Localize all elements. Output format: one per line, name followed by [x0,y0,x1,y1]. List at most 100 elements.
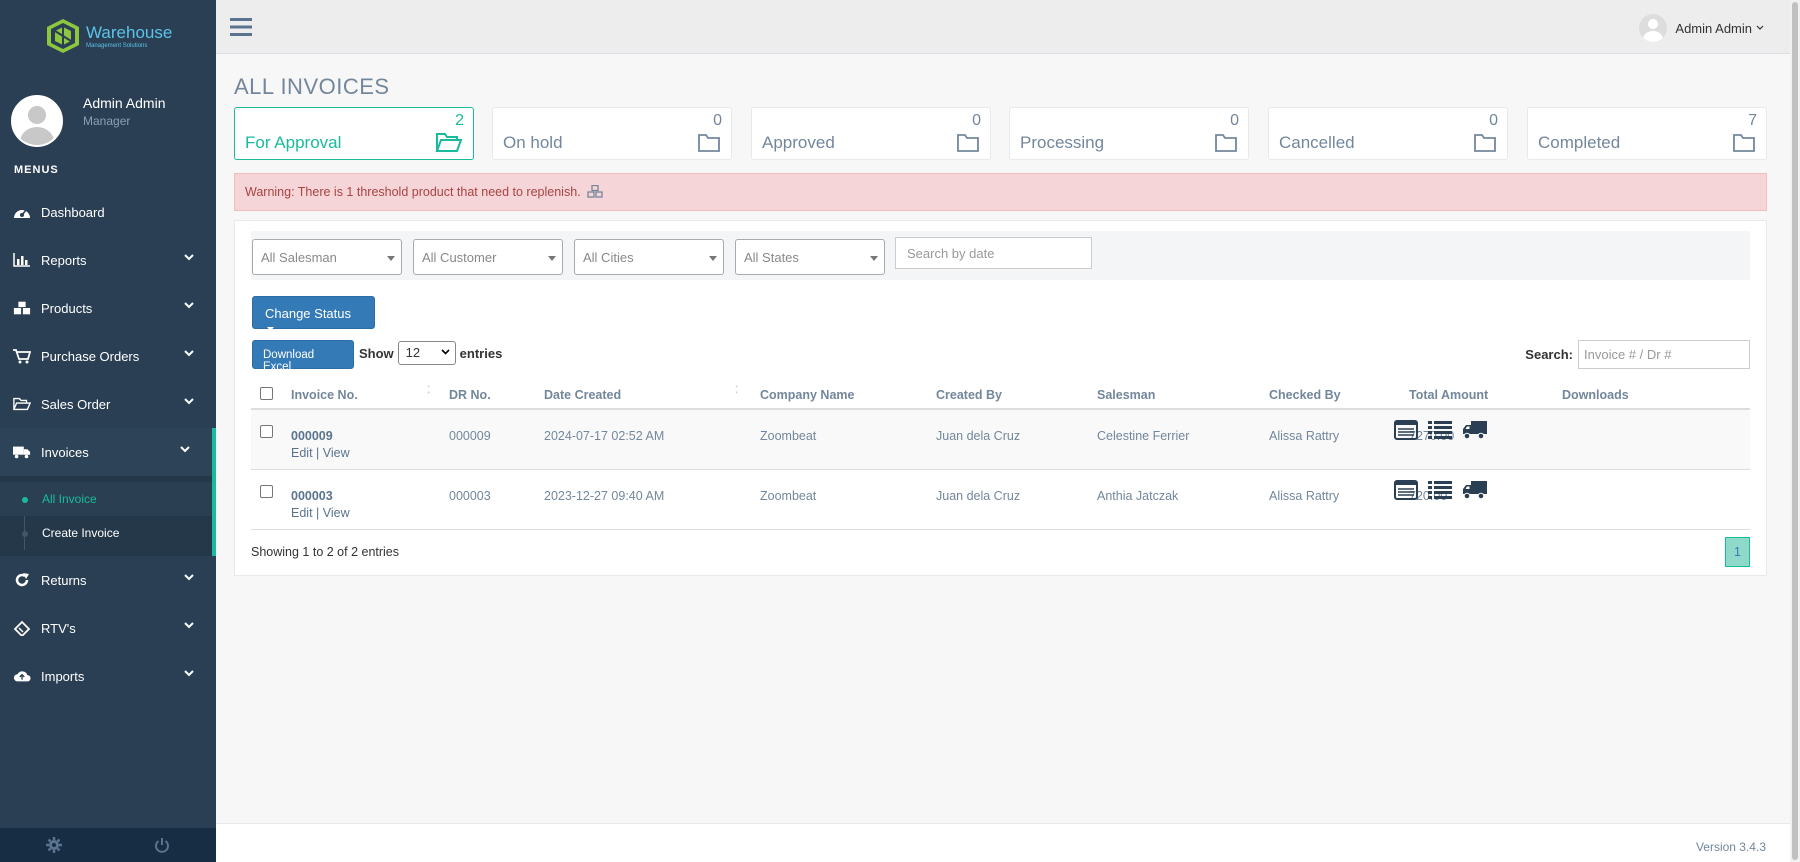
sidebar-item-reports[interactable]: Reports [0,236,216,284]
created-by: Juan dela Cruz [936,429,1021,443]
row-actions: Edit | View [291,506,350,520]
entries-length-select[interactable]: 12 [397,341,456,365]
column-header-checked-by[interactable]: Checked By [1269,388,1341,402]
chevron-down-icon [184,670,194,677]
status-card-completed[interactable]: 7 Completed [1527,107,1767,160]
sidebar-item-rtvs[interactable]: RTV's [0,604,216,652]
sidebar-footer [0,828,216,862]
created-by: Juan dela Cruz [936,489,1021,503]
column-header-company-name[interactable]: Company Name [760,388,855,402]
download-excel-button[interactable]: Download Excel [252,340,354,373]
status-label: Approved [762,133,835,152]
sidebar-item-label: Products [41,300,93,316]
edit-link[interactable]: Edit [291,446,313,460]
sidebar-subitem-all-invoice[interactable]: All Invoice [0,482,212,516]
cart-icon [13,348,31,364]
table-search: Search: Invoice # / Dr # [1525,340,1750,369]
sidebar-item-invoices[interactable]: Invoices [0,428,216,476]
chevron-down-icon [184,254,194,261]
sidebar-subitem-create-invoice[interactable]: Create Invoice [0,516,212,550]
chevron-down-icon [184,622,194,629]
sidebar-item-sales-order[interactable]: Sales Order [0,380,216,428]
logout-button[interactable] [108,828,216,862]
sidebar-item-returns[interactable]: Returns [0,556,216,604]
brand-logo[interactable]: Warehouse Management Solutions [46,18,172,54]
sidebar-item-products[interactable]: Products [0,284,216,332]
user-avatar [1639,14,1668,42]
invoice-number[interactable]: 000009 [291,429,333,443]
column-header-invoice-no[interactable]: Invoice No. [291,388,358,402]
column-header-created-by[interactable]: Created By [936,388,1002,402]
status-card-approved[interactable]: 0 Approved [751,107,991,160]
dr-number: 000009 [449,429,491,443]
page-scrollbar[interactable] [1790,0,1800,862]
page-title: ALL INVOICES [234,74,390,99]
cubes-icon[interactable] [587,184,603,198]
sidebar-item-purchase-orders[interactable]: Purchase Orders [0,332,216,380]
chevron-down-icon [184,350,194,357]
view-link[interactable]: View [322,446,350,460]
table-info: Showing 1 to 2 of 2 entries [251,545,400,559]
checked-by: Alissa Rattry [1269,489,1340,503]
date-created: 2023-12-27 09:40 AM [544,489,665,503]
cities-filter[interactable]: All Cities [574,239,724,275]
invoice-list-download-icon[interactable] [1394,420,1418,440]
column-header-total-amount[interactable]: Total Amount [1409,388,1489,402]
edit-link[interactable]: Edit [291,506,313,520]
row-checkbox[interactable] [260,485,273,498]
invoice-number[interactable]: 000003 [291,489,333,503]
table-row: 000003 Edit | View 000003 2023-12-27 09:… [251,470,1750,530]
column-header-downloads: Downloads [1562,388,1629,402]
status-card-processing[interactable]: 0 Processing [1009,107,1249,160]
date-search-input[interactable]: Search by date [895,237,1092,269]
salesman-filter[interactable]: All Salesman [252,239,402,275]
caret-down-icon [548,256,556,261]
chevron-down-icon [184,398,194,405]
link-separator: | [316,506,320,520]
salesman: Celestine Ferrier [1097,429,1190,443]
column-header-salesman[interactable]: Salesman [1097,388,1156,402]
chevron-down-icon [184,574,194,581]
user-menu[interactable]: Admin Admin [1639,14,1764,42]
invoices-submenu: All Invoice Create Invoice [0,476,216,556]
download-actions [1394,480,1488,500]
dr-number: 000003 [449,489,491,503]
column-header-date-created[interactable]: Date Created [544,388,622,402]
version-label: Version 3.4.3 [1695,840,1766,854]
list-download-icon[interactable] [1428,420,1452,440]
cities-filter-value: All Cities [583,250,634,265]
row-checkbox[interactable] [260,425,273,438]
list-download-icon[interactable] [1428,480,1452,500]
change-status-label: Change Status [265,306,352,321]
sidebar-item-dashboard[interactable]: Dashboard [0,188,216,236]
status-card-cancelled[interactable]: 0 Cancelled [1268,107,1508,160]
status-card-for-approval[interactable]: 2 For Approval [234,107,474,160]
chevron-down-icon [1756,25,1764,30]
change-status-button[interactable]: Change Status [252,296,375,331]
pagination-page-1[interactable]: 1 [1725,537,1750,567]
bullet-dot-icon [22,497,28,503]
sidebar-item-imports[interactable]: Imports [0,652,216,700]
status-count: 0 [1230,112,1239,129]
customer-filter[interactable]: All Customer [413,239,563,275]
invoice-list-download-icon[interactable] [1394,480,1418,500]
delivery-truck-icon[interactable] [1462,480,1488,500]
caret-down-icon [870,256,878,261]
entries-label: entries [459,345,503,361]
column-header-dr-no[interactable]: DR No. [449,388,491,402]
checked-by: Alissa Rattry [1269,429,1340,443]
settings-button[interactable] [0,828,108,862]
hamburger-icon [230,18,252,36]
search-input[interactable]: Invoice # / Dr # [1578,340,1750,369]
states-filter[interactable]: All States [735,239,885,275]
status-card-on-hold[interactable]: 0 On hold [492,107,732,160]
folder-icon [1474,134,1496,152]
menus-heading: MENUS [14,164,59,176]
delivery-truck-icon[interactable] [1462,420,1488,440]
status-label: Processing [1020,133,1105,152]
view-link[interactable]: View [322,506,350,520]
search-placeholder: Invoice # / Dr # [1584,347,1672,362]
menu-toggle-button[interactable] [230,17,252,42]
select-all-checkbox[interactable] [260,387,273,400]
folder-icon [1215,134,1237,152]
